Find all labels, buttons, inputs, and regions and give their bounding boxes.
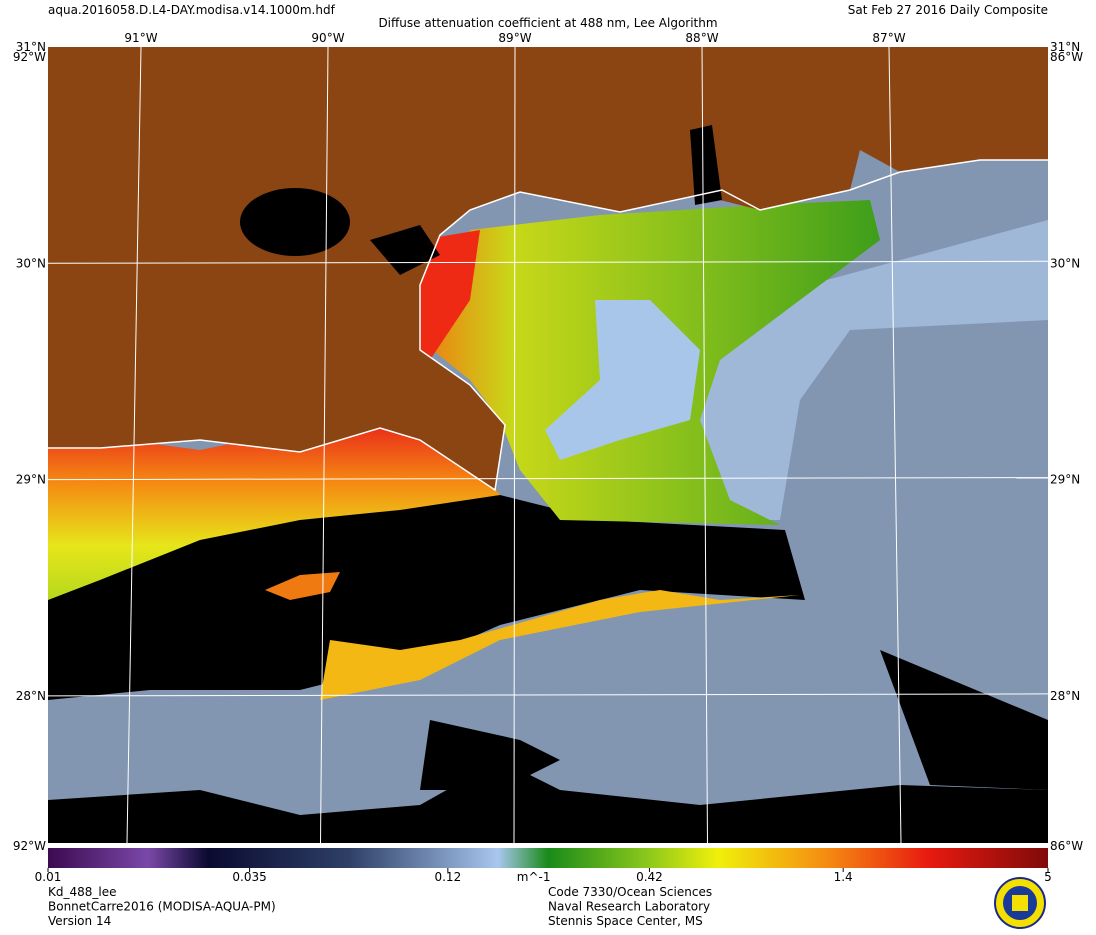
graticule	[47, 46, 1049, 844]
cloud	[48, 760, 1048, 843]
lat-label: 29°N	[1050, 473, 1080, 487]
lon-label: 87°W	[872, 31, 905, 45]
date: Sat Feb 27 2016 Daily Composite	[848, 3, 1048, 17]
colorbar-label: 1.4	[834, 870, 853, 884]
footer-center: Naval Research Laboratory	[548, 900, 710, 914]
map-title: Diffuse attenuation coefficient at 488 n…	[378, 16, 717, 30]
meridian	[701, 46, 708, 844]
footer-left: Kd_488_lee	[48, 885, 117, 899]
turbid-shelf	[48, 420, 500, 600]
lon-label: 89°W	[498, 31, 531, 45]
lat-label: 29°N	[16, 473, 46, 487]
footer-center: Code 7330/Ocean Sciences	[548, 885, 712, 899]
lat-label: 30°N	[1050, 256, 1080, 270]
lon-label: 86°W	[1050, 839, 1083, 853]
logo	[994, 877, 1046, 929]
cloud	[420, 720, 560, 790]
bay	[690, 125, 722, 205]
lon-label: 86°W	[1050, 50, 1083, 64]
meridian	[320, 46, 329, 844]
lat-label: 31°N	[1050, 40, 1080, 54]
coastline	[48, 159, 1048, 492]
file-name: aqua.2016058.D.L4-DAY.modisa.v14.1000m.h…	[48, 3, 336, 17]
lat-label: 28°N	[16, 689, 46, 703]
footer-left: BonnetCarre2016 (MODISA-AQUA-PM)	[48, 900, 276, 914]
lon-label: 88°W	[685, 31, 718, 45]
footer-center: Stennis Space Center, MS	[548, 914, 703, 928]
lat-label: 30°N	[16, 256, 46, 270]
lake	[240, 188, 350, 256]
lon-label: 91°W	[124, 31, 157, 45]
footer-left: Version 14	[48, 914, 111, 928]
meridian	[888, 46, 902, 844]
cloud	[48, 495, 805, 700]
lat-label: 28°N	[1050, 689, 1080, 703]
meridian	[126, 46, 142, 844]
lat-label: 31°N	[16, 40, 46, 54]
parallel	[47, 693, 1049, 697]
lon-label: 92°W	[13, 839, 46, 853]
lon-label: 90°W	[311, 31, 344, 45]
lon-label: 92°W	[13, 50, 46, 64]
clear-water	[545, 300, 700, 460]
patch	[265, 572, 340, 600]
parallel	[47, 260, 1049, 264]
colorbar-label: 0.42	[636, 870, 663, 884]
colorbar-unit: m^-1	[517, 870, 551, 884]
colorbar	[48, 848, 1048, 868]
parallel	[47, 477, 1049, 481]
map	[48, 47, 1048, 843]
colorbar-label: 0.12	[434, 870, 461, 884]
colorbar-label: 5	[1044, 870, 1052, 884]
colorbar-label: 0.035	[232, 870, 266, 884]
cloud	[880, 650, 1048, 790]
colorbar-label: 0.01	[35, 870, 62, 884]
meridian	[513, 46, 516, 844]
land	[48, 47, 1048, 490]
front	[320, 590, 800, 700]
